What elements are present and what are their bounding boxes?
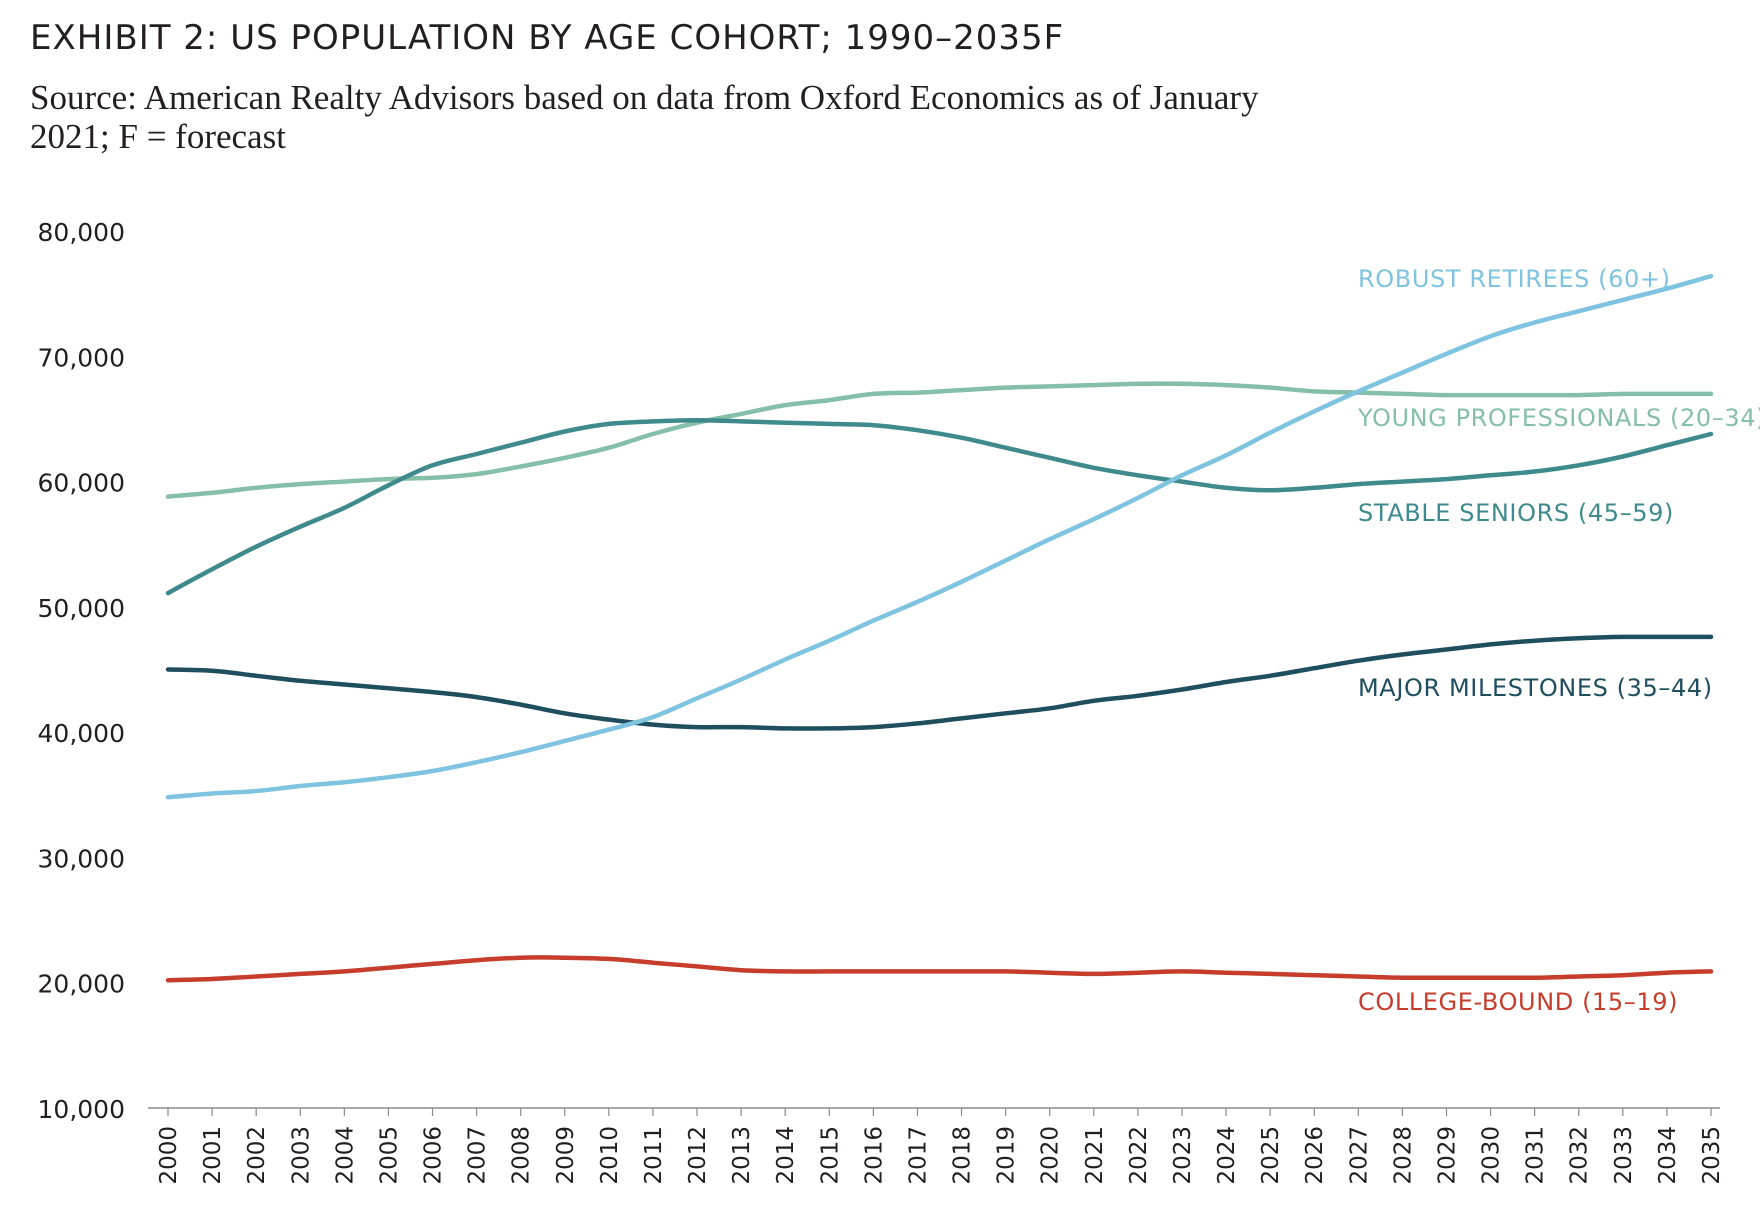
x-tick-label: 2014	[773, 1126, 799, 1185]
chart-subtitle: Source: American Realty Advisors based o…	[30, 78, 1259, 156]
x-tick-label: 2009	[553, 1126, 579, 1185]
x-tick-label: 2001	[200, 1126, 226, 1185]
series-label: ROBUST RETIREES (60+)	[1358, 265, 1671, 293]
x-tick-label: 2018	[950, 1126, 976, 1185]
series-label: STABLE SENIORS (45–59)	[1358, 499, 1674, 527]
y-tick-label: 80,000	[38, 218, 125, 247]
series-line	[165, 417, 1714, 596]
x-tick-label: 2008	[509, 1126, 535, 1185]
x-tick-label: 2022	[1126, 1126, 1152, 1185]
series-line	[165, 955, 1714, 983]
x-tick-label: 2026	[1302, 1126, 1328, 1185]
y-tick-label: 40,000	[38, 719, 125, 748]
x-tick-label: 2029	[1434, 1126, 1460, 1185]
x-tick-label: 2019	[994, 1126, 1020, 1185]
y-tick-label: 50,000	[38, 594, 125, 623]
y-tick-label: 30,000	[38, 844, 125, 873]
series-line	[165, 634, 1714, 731]
x-tick-label: 2025	[1258, 1126, 1284, 1185]
series-line	[165, 381, 1714, 499]
x-tick-label: 2035	[1699, 1126, 1725, 1185]
x-tick-label: 2000	[156, 1126, 182, 1185]
x-tick-label: 2011	[641, 1126, 667, 1185]
x-tick-label: 2027	[1346, 1126, 1372, 1185]
x-tick-label: 2021	[1082, 1126, 1108, 1185]
x-tick-label: 2017	[905, 1126, 931, 1185]
y-tick-label: 60,000	[38, 469, 125, 498]
series-line	[165, 273, 1714, 800]
x-tick-label: 2028	[1390, 1126, 1416, 1185]
series-lines	[165, 273, 1714, 983]
y-tick-label: 10,000	[38, 1095, 125, 1124]
x-tick-label: 2010	[597, 1126, 623, 1185]
x-tick-label: 2003	[288, 1126, 314, 1185]
series-label: MAJOR MILESTONES (35–44)	[1358, 674, 1713, 702]
x-tick-label: 2033	[1611, 1126, 1637, 1185]
x-tick-label: 2012	[685, 1126, 711, 1185]
x-tick-label: 2034	[1655, 1126, 1681, 1185]
x-tick-label: 2013	[729, 1126, 755, 1185]
x-tick-label: 2007	[465, 1126, 491, 1185]
x-tick-label: 2006	[421, 1126, 447, 1185]
x-tick-label: 2032	[1567, 1126, 1593, 1185]
y-tick-label: 70,000	[38, 343, 125, 372]
series-label: YOUNG PROFESSIONALS (20–34)	[1357, 404, 1760, 432]
x-tick-label: 2020	[1038, 1126, 1064, 1185]
x-tick-label: 2015	[817, 1126, 843, 1185]
x-tick-label: 2004	[332, 1126, 358, 1185]
y-axis: 10,000 20,000 30,000 40,000 50,000 60,000 70,0…	[38, 218, 125, 1124]
y-tick-label: 20,000	[38, 970, 125, 999]
series-label: COLLEGE-BOUND (15–19)	[1358, 988, 1678, 1016]
x-tick-label: 2016	[861, 1126, 887, 1185]
x-tick-label: 2002	[244, 1126, 270, 1185]
x-tick-label: 2023	[1170, 1126, 1196, 1185]
x-tick-label: 2024	[1214, 1126, 1240, 1185]
x-tick-label: 2030	[1479, 1126, 1505, 1185]
chart-title: EXHIBIT 2: US POPULATION BY AGE COHORT; …	[30, 18, 1065, 58]
x-tick-label: 2031	[1523, 1126, 1549, 1185]
x-tick-label: 2005	[376, 1126, 402, 1185]
x-axis: 2000 2001 2002 2003 2004 2005 2006 2007 2008 2009…	[148, 1107, 1725, 1185]
series-labels: ROBUST RETIREES (60+) YOUNG PROFESSIONALS…	[1357, 265, 1760, 1016]
